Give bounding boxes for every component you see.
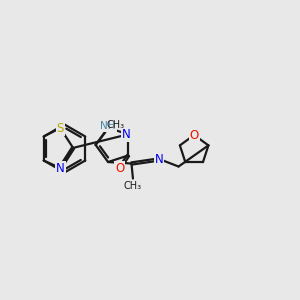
Text: N: N	[122, 128, 131, 141]
Text: CH₃: CH₃	[124, 181, 142, 191]
Text: S: S	[56, 122, 64, 135]
Text: NH: NH	[100, 121, 116, 131]
Text: N: N	[56, 161, 64, 175]
Text: O: O	[190, 128, 199, 142]
Text: CH₃: CH₃	[107, 120, 125, 130]
Text: N: N	[155, 153, 164, 167]
Text: O: O	[115, 162, 124, 175]
